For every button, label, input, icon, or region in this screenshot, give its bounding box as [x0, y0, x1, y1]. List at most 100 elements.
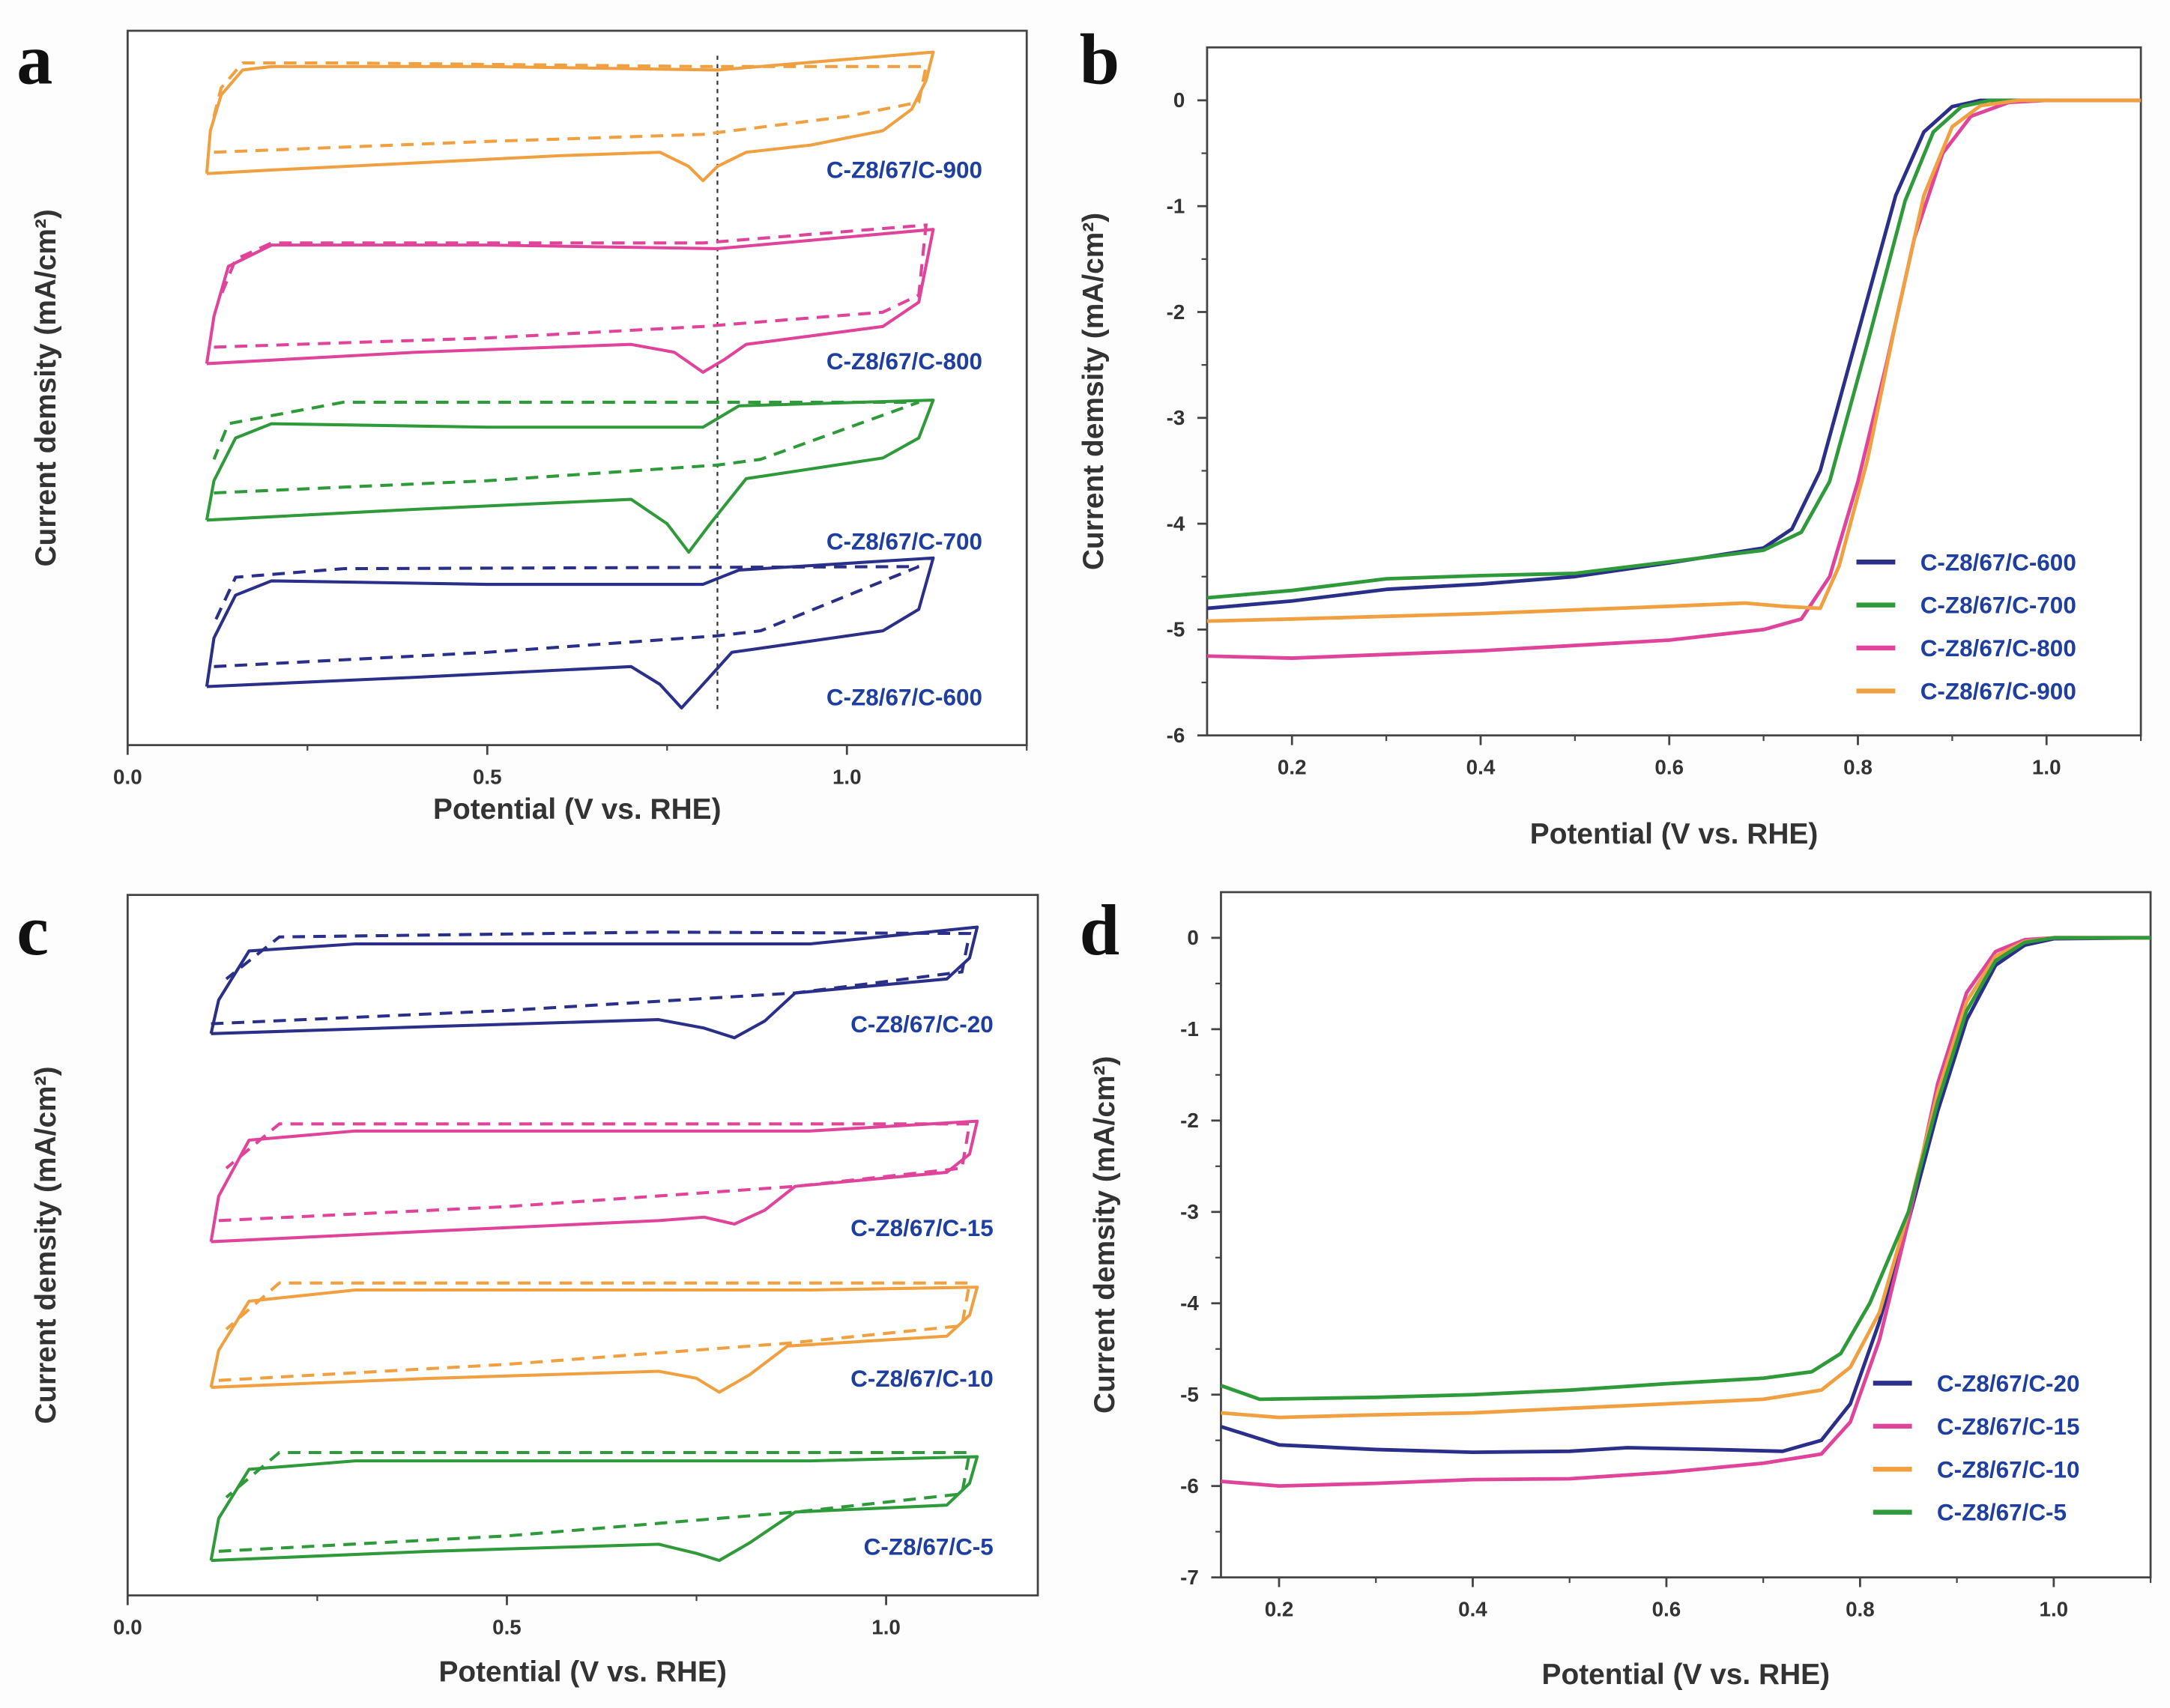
lsv-curve [1221, 936, 2151, 1489]
y-tick-label: -4 [1180, 1291, 1199, 1315]
series-C-Z8/67/C-800: C-Z8/67/C-800 [205, 223, 982, 375]
plot-frame [126, 894, 1039, 1597]
x-tick-label: 1.0 [2040, 1597, 2069, 1620]
y-tick-label: 0 [1173, 88, 1185, 112]
cv-solid-curve [209, 1455, 979, 1563]
y-axis-label: Current demsity (mA/cm²) [1089, 1056, 1121, 1414]
cv-dashed-curve [212, 61, 928, 154]
lsv-curve [1206, 98, 2142, 611]
series-C-Z8/67/C-600: C-Z8/67/C-600 [205, 556, 982, 710]
series-label: C-Z8/67/C-600 [826, 684, 982, 710]
legend-label: C-Z8/67/C-900 [1920, 679, 2076, 705]
cv-dashed-curve [214, 223, 928, 349]
cv-dashed-curve [218, 1450, 972, 1553]
series-C-Z8/67/C-700: C-Z8/67/C-700 [205, 399, 982, 554]
legend-label: C-Z8/67/C-15 [1937, 1414, 2080, 1440]
y-tick-label: -5 [1167, 618, 1185, 641]
plot-frame [1206, 46, 2142, 737]
cv-solid-curve [205, 556, 935, 710]
panel-letter: d [1080, 890, 1120, 970]
y-tick-label: -1 [1180, 1017, 1199, 1041]
y-axis-label: Current demsity (mA/cm²) [30, 1066, 62, 1423]
x-axis-label: Potential (V vs. RHE) [438, 1656, 727, 1689]
lsv-curve [1206, 98, 2142, 600]
panel-d: d 0.2 0.4 0.6 0.8 1.0 0 -1 -2 -3 -4 -5 -6 -7 Potential… [1080, 890, 2152, 1691]
x-tick-label: 0.5 [492, 1616, 522, 1639]
x-tick-label: 1.0 [832, 765, 862, 788]
cv-solid-curve [205, 399, 935, 554]
series-label: C-Z8/67/C-10 [850, 1366, 994, 1392]
y-axis-label: Current demsity (mA/cm²) [1078, 213, 1110, 570]
panel-letter: a [16, 19, 52, 99]
lsv-curve [1220, 936, 2151, 1455]
lsv-curve [1206, 98, 2142, 660]
y-tick-label: -4 [1167, 512, 1185, 535]
lsv-curve [1220, 936, 2151, 1402]
cv-dashed-curve [212, 565, 919, 668]
series-C-Z8/67/C-15: C-Z8/67/C-15 [1221, 936, 2151, 1489]
y-tick-label: -5 [1180, 1383, 1199, 1406]
cv-solid-curve [205, 50, 935, 183]
series-C-Z8/67/C-600: C-Z8/67/C-600 [1206, 98, 2142, 611]
legend-label: C-Z8/67/C-800 [1920, 635, 2076, 661]
cv-dashed-curve [218, 1122, 972, 1223]
y-tick-label: -7 [1180, 1566, 1199, 1589]
x-tick-label: 0.2 [1278, 756, 1307, 779]
series-C-Z8/67/C-900: C-Z8/67/C-900 [205, 50, 982, 184]
plot-frame [1220, 891, 2152, 1579]
x-tick-label: 0.4 [1458, 1597, 1487, 1620]
y-tick-label: -3 [1180, 1200, 1199, 1223]
legend-label: C-Z8/67/C-600 [1920, 549, 2076, 575]
legend-label: C-Z8/67/C-700 [1920, 593, 2076, 619]
series-label: C-Z8/67/C-700 [826, 528, 982, 554]
series-C-Z8/67/C-10: C-Z8/67/C-10 [209, 1281, 994, 1394]
x-tick-label: 1.0 [871, 1616, 901, 1639]
legend-label: C-Z8/67/C-10 [1937, 1456, 2080, 1483]
y-tick-label: -6 [1167, 724, 1185, 747]
y-tick-label: -2 [1180, 1109, 1199, 1132]
y-tick-label: -1 [1167, 194, 1185, 217]
series-C-Z8/67/C-700: C-Z8/67/C-700 [1206, 98, 2142, 619]
cv-dashed-curve [218, 1281, 972, 1382]
legend-label: C-Z8/67/C-5 [1937, 1500, 2067, 1526]
y-tick-label: -2 [1167, 300, 1185, 324]
x-axis-label: Potential (V vs. RHE) [1542, 1659, 1831, 1691]
legend-label: C-Z8/67/C-20 [1937, 1371, 2080, 1397]
x-tick-label: 0.4 [1466, 756, 1496, 779]
series-C-Z8/67/C-15: C-Z8/67/C-15 [209, 1119, 994, 1244]
cv-solid-curve [209, 925, 979, 1040]
x-tick-label: 1.0 [2032, 756, 2061, 779]
cv-solid-curve [205, 228, 935, 374]
x-tick-label: 0.6 [1652, 1597, 1681, 1620]
series-label: C-Z8/67/C-900 [826, 157, 982, 184]
series-C-Z8/67/C-20: C-Z8/67/C-20 [1220, 936, 2151, 1455]
series-C-Z8/67/C-900: C-Z8/67/C-900 [1206, 98, 2142, 705]
series-C-Z8/67/C-5: C-Z8/67/C-5 [209, 1450, 994, 1563]
x-tick-label: 0.5 [473, 765, 502, 788]
y-tick-label: -3 [1167, 406, 1185, 429]
x-axis-label: Potential (V vs. RHE) [1530, 818, 1819, 850]
x-tick-label: 0.8 [1846, 1597, 1875, 1620]
panel-c: c 0.0 0.5 1.0 Potential (V vs. RHE) Current d… [16, 890, 1039, 1689]
series-label: C-Z8/67/C-800 [826, 348, 982, 375]
series-label: C-Z8/67/C-15 [850, 1215, 994, 1241]
cv-solid-curve [209, 1285, 979, 1394]
y-tick-label: 0 [1187, 926, 1198, 949]
x-axis-label: Potential (V vs. RHE) [433, 793, 722, 826]
x-tick-label: 0.0 [113, 1616, 142, 1639]
x-tick-label: 0.6 [1654, 756, 1684, 779]
y-axis-label: Current demsity (mA/cm²) [30, 209, 62, 566]
cv-solid-curve [209, 1119, 979, 1244]
panel-letter: c [16, 890, 49, 970]
x-tick-label: 0.8 [1843, 756, 1873, 779]
series-C-Z8/67/C-5: C-Z8/67/C-5 [1220, 936, 2151, 1526]
series-label: C-Z8/67/C-20 [850, 1011, 994, 1038]
y-tick-label: -6 [1180, 1474, 1199, 1497]
cv-dashed-curve [211, 930, 972, 1026]
panel-letter: b [1080, 19, 1120, 99]
series-label: C-Z8/67/C-5 [864, 1534, 994, 1560]
series-C-Z8/67/C-800: C-Z8/67/C-800 [1206, 98, 2142, 661]
x-tick-label: 0.0 [113, 765, 142, 788]
panel-b: b 0.2 0.4 0.6 0.8 1.0 0 -1 -2 -3 -4 -5 -6 Potential (… [1078, 19, 2142, 850]
